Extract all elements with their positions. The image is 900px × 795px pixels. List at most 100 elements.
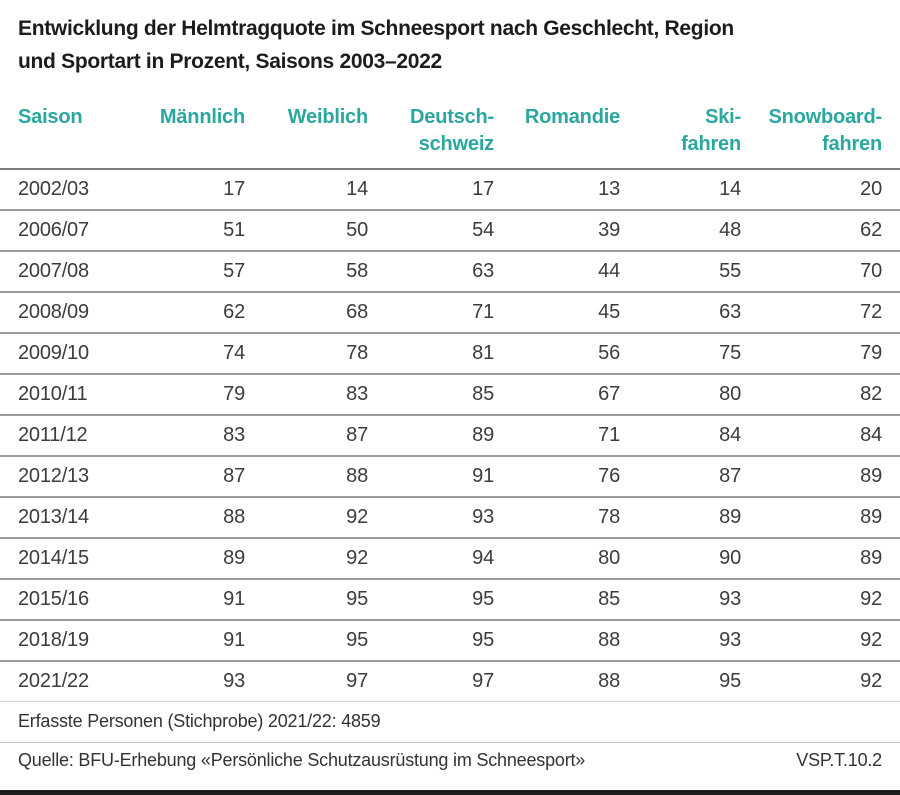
value-cell-romandie: 56 xyxy=(598,342,620,364)
season-cell: 2002/03 xyxy=(18,178,89,200)
value-cell-snowboardfahren: 92 xyxy=(860,670,882,692)
table-row: 2006/07 51 50 54 39 48 62 xyxy=(0,210,900,251)
value-cell-skifahren: 93 xyxy=(719,629,741,651)
value-cell-snowboardfahren: 89 xyxy=(860,506,882,528)
value-cell-snowboardfahren: 72 xyxy=(860,301,882,323)
season-cell: 2012/13 xyxy=(18,465,89,487)
season-cell: 2011/12 xyxy=(18,424,88,446)
value-cell-maennlich: 93 xyxy=(223,670,245,692)
value-cell-skifahren: 90 xyxy=(719,547,741,569)
season-cell: 2018/19 xyxy=(18,629,89,651)
sample-footnote: Erfasste Personen (Stichprobe) 2021/22: … xyxy=(18,711,381,731)
value-cell-deutschschweiz: 54 xyxy=(472,219,494,241)
value-cell-deutschschweiz: 95 xyxy=(472,629,494,651)
table-header-row: Saison Männlich Weiblich Deutsch- schwei… xyxy=(0,102,900,169)
value-cell-deutschschweiz: 17 xyxy=(472,178,494,200)
value-cell-maennlich: 89 xyxy=(223,547,245,569)
value-cell-maennlich: 91 xyxy=(223,588,245,610)
value-cell-snowboardfahren: 84 xyxy=(860,424,882,446)
season-cell: 2015/16 xyxy=(18,588,89,610)
value-cell-skifahren: 93 xyxy=(719,588,741,610)
value-cell-snowboardfahren: 79 xyxy=(860,342,882,364)
value-cell-romandie: 44 xyxy=(598,260,620,282)
season-cell: 2009/10 xyxy=(18,342,89,364)
value-cell-weiblich: 83 xyxy=(346,383,368,405)
table-row: 2010/11 79 83 85 67 80 82 xyxy=(0,374,900,415)
value-cell-weiblich: 88 xyxy=(346,465,368,487)
table-row: 2002/03 17 14 17 13 14 20 xyxy=(0,169,900,210)
value-cell-snowboardfahren: 62 xyxy=(860,219,882,241)
value-cell-maennlich: 62 xyxy=(223,301,245,323)
value-cell-deutschschweiz: 95 xyxy=(472,588,494,610)
table-row: 2007/08 57 58 63 44 55 70 xyxy=(0,251,900,292)
value-cell-snowboardfahren: 70 xyxy=(860,260,882,282)
table-row: 2021/22 93 97 97 88 95 92 xyxy=(0,661,900,702)
table-row: 2011/12 83 87 89 71 84 84 xyxy=(0,415,900,456)
season-cell: 2006/07 xyxy=(18,219,89,241)
value-cell-maennlich: 57 xyxy=(223,260,245,282)
value-cell-weiblich: 92 xyxy=(346,547,368,569)
table-row: 2015/16 91 95 95 85 93 92 xyxy=(0,579,900,620)
value-cell-deutschschweiz: 85 xyxy=(472,383,494,405)
table-body: 2002/03 17 14 17 13 14 20 2006/07 51 50 … xyxy=(0,169,900,702)
table-row: 2009/10 74 78 81 56 75 79 xyxy=(0,333,900,374)
value-cell-skifahren: 95 xyxy=(719,670,741,692)
value-cell-skifahren: 89 xyxy=(719,506,741,528)
value-cell-maennlich: 91 xyxy=(223,629,245,651)
table-row: 2014/15 89 92 94 80 90 89 xyxy=(0,538,900,579)
column-header-saison: Saison xyxy=(18,106,83,128)
bottom-bar xyxy=(0,790,900,795)
value-cell-romandie: 13 xyxy=(598,178,620,200)
value-cell-romandie: 85 xyxy=(598,588,620,610)
season-cell: 2008/09 xyxy=(18,301,89,323)
value-cell-snowboardfahren: 20 xyxy=(860,178,882,200)
season-cell: 2021/22 xyxy=(18,670,89,692)
table-row: 2018/19 91 95 95 88 93 92 xyxy=(0,620,900,661)
value-cell-skifahren: 75 xyxy=(719,342,741,364)
value-cell-deutschschweiz: 94 xyxy=(472,547,494,569)
value-cell-maennlich: 79 xyxy=(223,383,245,405)
value-cell-weiblich: 58 xyxy=(346,260,368,282)
value-cell-maennlich: 88 xyxy=(223,506,245,528)
value-cell-snowboardfahren: 92 xyxy=(860,588,882,610)
value-cell-deutschschweiz: 91 xyxy=(472,465,494,487)
source-row: Quelle: BFU-Erhebung «Persönliche Schutz… xyxy=(0,743,900,779)
value-cell-deutschschweiz: 97 xyxy=(472,670,494,692)
value-cell-romandie: 76 xyxy=(598,465,620,487)
value-cell-deutschschweiz: 71 xyxy=(472,301,494,323)
column-header-snowboardfahren: Snowboard- fahren xyxy=(768,106,882,155)
value-cell-skifahren: 55 xyxy=(719,260,741,282)
value-cell-maennlich: 83 xyxy=(223,424,245,446)
value-cell-romandie: 45 xyxy=(598,301,620,323)
column-header-deutschschweiz: Deutsch- schweiz xyxy=(410,106,494,155)
value-cell-romandie: 88 xyxy=(598,629,620,651)
table-row: 2008/09 62 68 71 45 63 72 xyxy=(0,292,900,333)
value-cell-romandie: 71 xyxy=(598,424,620,446)
value-cell-weiblich: 92 xyxy=(346,506,368,528)
season-cell: 2010/11 xyxy=(18,383,88,405)
value-cell-snowboardfahren: 82 xyxy=(860,383,882,405)
value-cell-deutschschweiz: 93 xyxy=(472,506,494,528)
value-cell-deutschschweiz: 63 xyxy=(472,260,494,282)
footer-divider xyxy=(0,742,900,743)
season-cell: 2014/15 xyxy=(18,547,89,569)
column-header-weiblich: Weiblich xyxy=(287,106,368,128)
season-cell: 2013/14 xyxy=(18,506,89,528)
value-cell-deutschschweiz: 81 xyxy=(472,342,494,364)
value-cell-skifahren: 87 xyxy=(719,465,741,487)
value-cell-skifahren: 14 xyxy=(719,178,741,200)
column-header-skifahren: Ski- fahren xyxy=(681,106,741,155)
table-row: 2013/14 88 92 93 78 89 89 xyxy=(0,497,900,538)
value-cell-romandie: 78 xyxy=(598,506,620,528)
value-cell-skifahren: 63 xyxy=(719,301,741,323)
value-cell-skifahren: 48 xyxy=(719,219,741,241)
table-row: 2012/13 87 88 91 76 87 89 xyxy=(0,456,900,497)
value-cell-deutschschweiz: 89 xyxy=(472,424,494,446)
page-title: Entwicklung der Helmtragquote im Schnees… xyxy=(18,17,734,73)
value-cell-weiblich: 95 xyxy=(346,629,368,651)
helmet-rate-table: Saison Männlich Weiblich Deutsch- schwei… xyxy=(0,102,900,702)
value-cell-weiblich: 68 xyxy=(346,301,368,323)
value-cell-romandie: 88 xyxy=(598,670,620,692)
value-cell-weiblich: 97 xyxy=(346,670,368,692)
value-cell-snowboardfahren: 89 xyxy=(860,547,882,569)
